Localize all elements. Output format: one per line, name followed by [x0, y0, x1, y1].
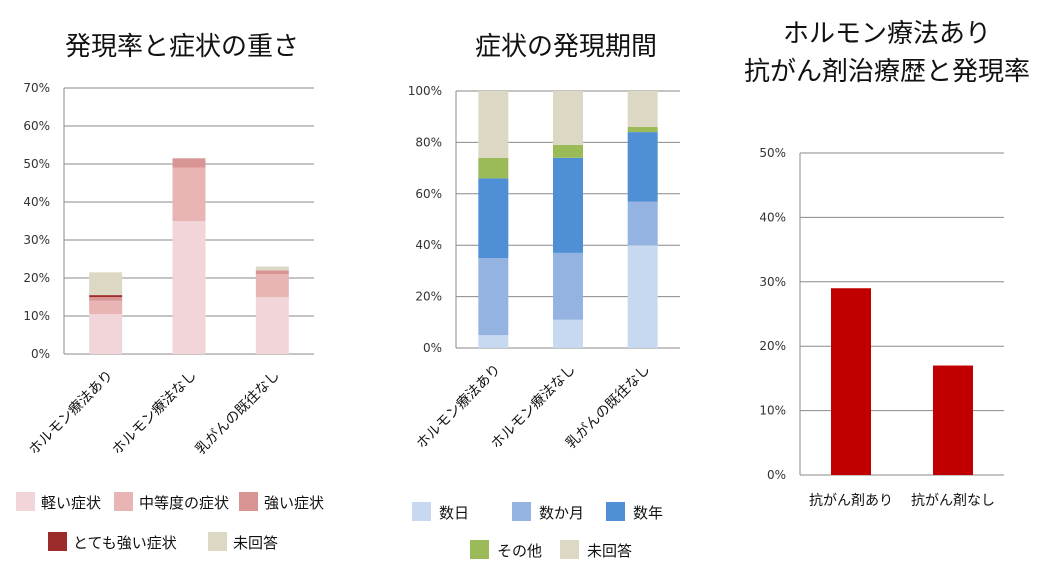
chart2-legend-swatch [560, 540, 579, 559]
chart1-bar-segment [255, 297, 289, 354]
chart1-category-label: 乳がんの既往なし [193, 368, 284, 459]
chart3-category-label: 抗がん剤なし [911, 493, 995, 509]
chart2-ytick: 80% [415, 135, 442, 149]
chart1-category-label: ホルモン療法あり [25, 367, 116, 458]
chart2-legend-swatch [412, 502, 431, 521]
chart2-bar-segment [478, 157, 509, 179]
chart3-bar [933, 365, 973, 475]
chart1-ytick: 30% [23, 233, 50, 247]
chart1-legend-swatch [208, 532, 227, 551]
chart1-ytick: 10% [23, 309, 50, 323]
chart1-bar-segment [255, 266, 289, 271]
chart1-ytick: 40% [23, 195, 50, 209]
chart2-ytick: 100% [408, 84, 442, 98]
chart2-bar-segment [478, 91, 509, 158]
chart2-bar-segment [627, 132, 658, 202]
chart1-ytick: 60% [23, 119, 50, 133]
chart1-bar-segment [89, 272, 123, 296]
chart1-bar-segment [89, 295, 123, 297]
chart2-ytick: 0% [423, 341, 442, 355]
chart2-legend-label: 数か月 [539, 504, 584, 522]
chart2-bar-segment [478, 258, 509, 336]
chart1-bar-segment [89, 314, 123, 354]
chart1-legend-label: とても強い症状 [73, 534, 177, 552]
chart2-bar-segment [627, 126, 658, 133]
chart2-title: 症状の発現期間 [475, 32, 657, 62]
chart1-legend-label: 中等度の症状 [139, 494, 229, 512]
chart1-category-label: ホルモン療法なし [109, 367, 200, 458]
chart2-bar-segment [627, 91, 658, 127]
chart1-bar-segment [89, 297, 123, 301]
chart1-ytick: 70% [23, 81, 50, 95]
chart3-ytick: 10% [759, 404, 786, 418]
chart1-legend-label: 強い症状 [264, 494, 324, 512]
chart2-ytick: 40% [415, 238, 442, 252]
chart1-bar-segment [255, 270, 289, 275]
chart3-ytick: 30% [759, 275, 786, 289]
chart1-bar-segment [255, 274, 289, 297]
chart1-legend-swatch [16, 492, 35, 511]
chart3-ytick: 0% [767, 468, 786, 482]
chart2-bar-segment [553, 144, 583, 158]
chart1-ytick: 50% [23, 157, 50, 171]
chart2-bar-segment [553, 157, 583, 253]
chart2-legend-swatch [606, 502, 625, 521]
chart2-legend-label: その他 [497, 542, 542, 560]
chart3-ytick: 50% [759, 146, 786, 160]
chart3-category-label: 抗がん剤あり [809, 493, 893, 509]
chart2-legend-label: 未回答 [587, 542, 632, 560]
chart2-ytick: 60% [415, 187, 442, 201]
chart1-legend-swatch [48, 532, 67, 551]
chart1-ytick: 0% [31, 347, 50, 361]
chart3-bar [831, 288, 871, 475]
chart2-legend-label: 数年 [633, 504, 663, 522]
chart1-legend-swatch [114, 492, 133, 511]
chart2-bar-segment [478, 178, 509, 259]
chart1-legend-label: 未回答 [233, 534, 278, 552]
chart2-legend-swatch [470, 540, 489, 559]
chart1-bar-segment [172, 167, 206, 221]
chart2-bar-segment [553, 91, 583, 145]
chart2-bar-segment [478, 335, 509, 348]
chart2-bar-segment [553, 319, 583, 348]
chart3-ytick: 40% [759, 210, 786, 224]
chart1-bar-segment [172, 158, 206, 168]
chart3-title-line2: 抗がん剤治療歴と発現率 [744, 57, 1030, 87]
chart1-bar-segment [89, 300, 123, 315]
chart3-ytick: 20% [759, 339, 786, 353]
chart2-bar-segment [627, 201, 658, 246]
chart2-legend-swatch [512, 502, 531, 521]
chart2-bar-segment [553, 252, 583, 320]
chart1-title: 発現率と症状の重さ [65, 32, 299, 62]
chart2-bar-segment [627, 245, 658, 348]
chart1-ytick: 20% [23, 271, 50, 285]
chart3-title-line1: ホルモン療法あり [783, 19, 991, 49]
chart1-bar-segment [172, 221, 206, 354]
chart2-legend-label: 数日 [439, 504, 469, 522]
chart2-ytick: 20% [415, 290, 442, 304]
chart1-legend-label: 軽い症状 [41, 494, 101, 512]
chart1-legend-swatch [239, 492, 258, 511]
